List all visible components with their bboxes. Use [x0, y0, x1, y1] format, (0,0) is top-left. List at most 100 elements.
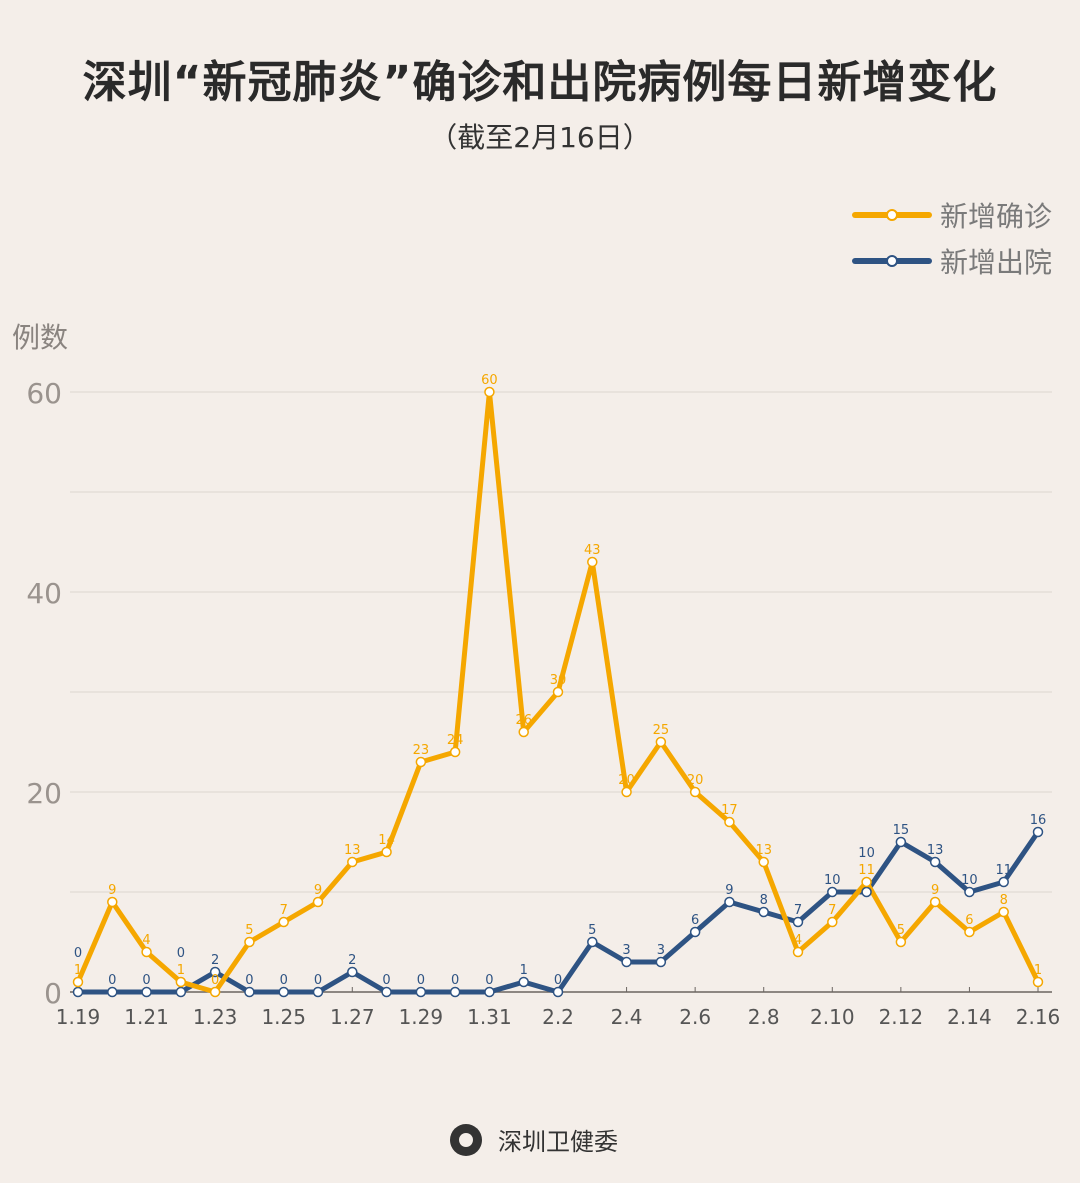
data-label: 6 [691, 913, 699, 928]
data-label: 14 [378, 833, 395, 848]
data-point [792, 946, 804, 958]
data-point [484, 986, 495, 998]
data-label: 5 [588, 923, 596, 938]
legend-swatch-discharged [851, 255, 932, 267]
data-label: 15 [893, 823, 910, 838]
legend-swatch-confirmed [851, 209, 932, 221]
y-axis-label: 例数 [12, 321, 69, 354]
data-point [689, 786, 701, 798]
data-label: 9 [931, 883, 939, 898]
data-label: 0 [280, 973, 288, 988]
data-label: 5 [897, 923, 905, 938]
data-label: 30 [550, 673, 567, 688]
data-point [518, 976, 529, 988]
data-point [209, 966, 221, 978]
data-label: 4 [142, 933, 150, 948]
data-point [141, 946, 152, 958]
data-point [278, 916, 289, 928]
data-label: 0 [417, 973, 425, 988]
data-label: 6 [965, 913, 973, 928]
data-label: 3 [657, 943, 665, 958]
x-tick-label: 2.14 [947, 1005, 992, 1029]
data-point [209, 986, 221, 998]
x-tick-label: 1.21 [124, 1005, 169, 1029]
data-label: 10 [824, 873, 841, 888]
x-tick-label: 1.29 [399, 1005, 444, 1029]
x-tick-label: 2.2 [542, 1005, 574, 1029]
legend-label-discharged: 新增出院 [939, 246, 1052, 279]
data-point [621, 786, 632, 798]
x-tick-label: 2.8 [748, 1005, 780, 1029]
x-tick-label: 1.27 [330, 1005, 375, 1029]
data-point [587, 556, 598, 568]
y-tick-label: 40 [26, 577, 62, 610]
x-tick-label: 1.25 [261, 1005, 306, 1029]
x-tick-label: 2.4 [611, 1005, 643, 1029]
data-point [244, 936, 255, 948]
data-label: 60 [481, 373, 498, 388]
data-label: 7 [794, 903, 802, 918]
data-point [724, 816, 735, 828]
data-label: 1 [1034, 963, 1042, 978]
data-label: 7 [280, 903, 288, 918]
x-tick-label: 2.12 [879, 1005, 924, 1029]
data-point [724, 896, 735, 908]
data-label: 2 [211, 953, 219, 968]
data-point [175, 976, 187, 988]
footer: 深圳卫健委 [450, 1122, 618, 1157]
footer-source: 深圳卫健委 [498, 1128, 618, 1156]
chart-subtitle: （截至2月16日） [429, 121, 651, 154]
data-label: 13 [344, 843, 361, 858]
data-label: 11 [858, 863, 875, 878]
data-label: 1 [177, 963, 185, 978]
data-label: 43 [584, 543, 601, 558]
data-label: 9 [314, 883, 322, 898]
data-point [861, 886, 872, 898]
data-point [895, 936, 907, 948]
data-point [141, 986, 152, 998]
data-point [312, 896, 324, 908]
data-point [758, 856, 769, 868]
data-label: 13 [755, 843, 772, 858]
data-point [998, 876, 1009, 888]
data-point [278, 986, 289, 998]
data-label: 5 [245, 923, 253, 938]
data-point [587, 936, 598, 948]
data-label: 16 [1030, 813, 1047, 828]
data-label: 1 [74, 963, 82, 978]
data-label: 0 [451, 973, 459, 988]
data-point [347, 966, 358, 978]
data-point [381, 846, 392, 858]
data-point [552, 986, 564, 998]
x-tick-label: 1.23 [193, 1005, 238, 1029]
data-point [107, 986, 118, 998]
legend-item-discharged: 新增出院 [851, 238, 1052, 284]
data-point [758, 906, 769, 918]
health-commission-logo-icon [450, 1123, 482, 1156]
data-label: 0 [211, 973, 219, 988]
data-point [655, 956, 667, 968]
data-point [964, 886, 975, 898]
data-point [827, 916, 838, 928]
x-tick-label: 2.16 [1016, 1005, 1061, 1029]
data-label: 0 [177, 946, 185, 961]
data-point [72, 986, 84, 998]
data-label: 10 [858, 846, 875, 861]
data-point [107, 896, 118, 908]
data-point [175, 986, 187, 998]
data-label: 26 [515, 713, 532, 728]
data-label: 1 [520, 963, 528, 978]
data-point [689, 926, 701, 938]
data-label: 0 [554, 973, 562, 988]
data-label: 0 [108, 973, 116, 988]
data-label: 9 [108, 883, 116, 898]
data-point [655, 736, 667, 748]
data-label: 0 [485, 973, 493, 988]
data-label: 23 [413, 743, 430, 758]
data-point [929, 896, 941, 908]
data-label: 4 [794, 933, 802, 948]
x-tick-label: 1.19 [56, 1005, 101, 1029]
chart-title: 深圳“新冠肺炎”确诊和出院病例每日新增变化 [82, 57, 998, 108]
x-tick-label: 1.31 [467, 1005, 512, 1029]
